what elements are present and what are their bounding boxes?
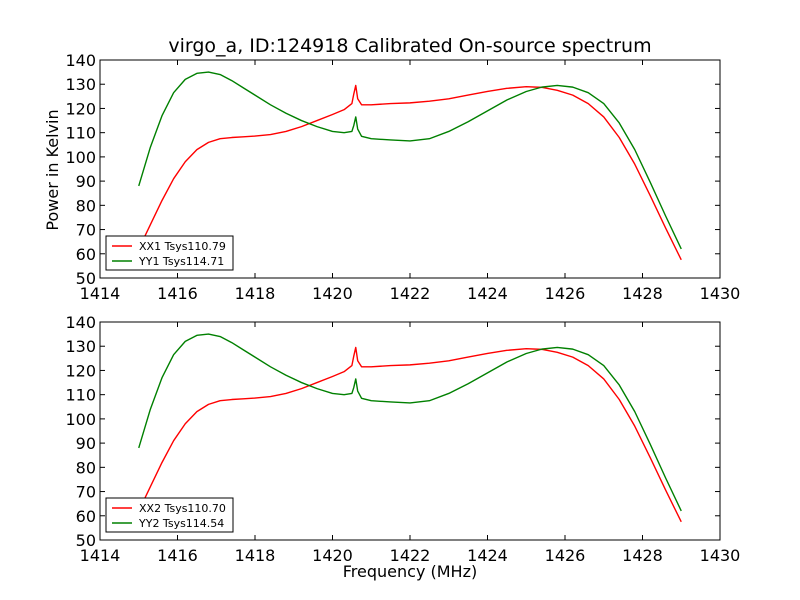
y-tick-label: 140 bbox=[65, 313, 96, 332]
y-tick-label: 90 bbox=[76, 434, 96, 453]
legend: XX2 Tsys110.70 YY2 Tsys114.54 bbox=[105, 497, 234, 533]
x-tick-label: 1430 bbox=[700, 284, 741, 303]
series-line-xx bbox=[138, 84, 682, 261]
y-tick-label: 120 bbox=[65, 99, 96, 118]
x-tick-label: 1426 bbox=[545, 284, 586, 303]
x-tick-label: 1416 bbox=[157, 546, 198, 565]
legend-box bbox=[105, 497, 234, 533]
x-tick-label: 1418 bbox=[235, 284, 276, 303]
legend-entry-label: XX1 Tsys110.79 bbox=[139, 240, 226, 253]
x-tick-label: 1420 bbox=[312, 546, 353, 565]
x-tick-label: 1422 bbox=[390, 284, 431, 303]
y-tick-label: 100 bbox=[65, 148, 96, 167]
x-tick-label: 1414 bbox=[80, 546, 121, 565]
x-tick-label: 1424 bbox=[467, 546, 508, 565]
y-axis-label: Power in Kelvin bbox=[43, 109, 62, 230]
y-tick-label: 70 bbox=[76, 221, 96, 240]
y-tick-label: 130 bbox=[65, 75, 96, 94]
y-tick-label: 110 bbox=[65, 386, 96, 405]
y-tick-label: 120 bbox=[65, 361, 96, 380]
x-tick-label: 1416 bbox=[157, 284, 198, 303]
legend-box bbox=[105, 235, 234, 271]
bottom-panel: 1414 1416 1418 1420 1422 1424 1426 1428 1430 50 60… bbox=[65, 313, 740, 565]
top-panel: 1414 1416 1418 1420 1422 1424 1426 1428 1430 50 60… bbox=[65, 51, 740, 303]
y-tick-label: 100 bbox=[65, 410, 96, 429]
y-tick-label: 70 bbox=[76, 483, 96, 502]
y-tick-label: 50 bbox=[76, 531, 96, 550]
y-tick-label: 60 bbox=[76, 507, 96, 526]
series-line-yy bbox=[138, 71, 682, 250]
y-tick-label: 50 bbox=[76, 269, 96, 288]
x-tick-label: 1414 bbox=[80, 284, 121, 303]
x-tick-label: 1428 bbox=[622, 546, 663, 565]
legend-entry-label: YY1 Tsys114.71 bbox=[138, 255, 224, 268]
y-tick-label: 90 bbox=[76, 172, 96, 191]
x-tick-label: 1422 bbox=[390, 546, 431, 565]
figure-title: virgo_a, ID:124918 Calibrated On-source … bbox=[168, 35, 651, 57]
x-tick-label: 1426 bbox=[545, 546, 586, 565]
x-tick-label: 1430 bbox=[700, 546, 741, 565]
x-axis-label: Frequency (MHz) bbox=[343, 562, 477, 581]
legend-entry-label: XX2 Tsys110.70 bbox=[139, 502, 226, 515]
x-tick-label: 1418 bbox=[235, 546, 276, 565]
y-tick-label: 130 bbox=[65, 337, 96, 356]
y-tick-label: 110 bbox=[65, 124, 96, 143]
x-tick-label: 1424 bbox=[467, 284, 508, 303]
y-tick-label: 140 bbox=[65, 51, 96, 70]
series-line-xx bbox=[138, 346, 682, 523]
legend-entry-label: YY2 Tsys114.54 bbox=[138, 517, 224, 530]
y-tick-label: 80 bbox=[76, 196, 96, 215]
y-tick-label: 80 bbox=[76, 458, 96, 477]
x-tick-label: 1420 bbox=[312, 284, 353, 303]
y-tick-label: 60 bbox=[76, 245, 96, 264]
legend: XX1 Tsys110.79 YY1 Tsys114.71 bbox=[105, 235, 234, 271]
series-line-yy bbox=[138, 333, 682, 512]
x-tick-label: 1428 bbox=[622, 284, 663, 303]
